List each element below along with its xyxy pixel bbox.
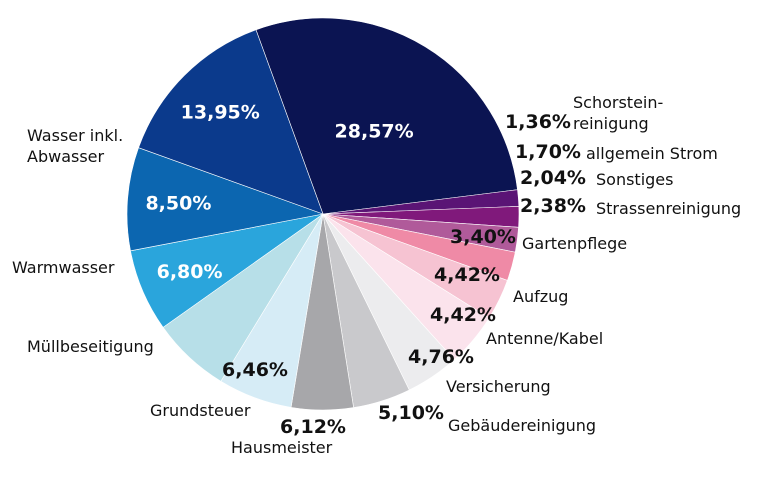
category-label: allgemein Strom xyxy=(586,144,718,163)
percent-label: 2,38% xyxy=(520,195,586,217)
category-label: Sonstiges xyxy=(596,170,673,189)
category-label: Warmwasser xyxy=(12,258,115,277)
percent-label: 3,40% xyxy=(450,226,516,248)
category-label: Aufzug xyxy=(513,287,568,306)
pie-slices xyxy=(126,17,520,411)
category-label: Schorstein-reinigung xyxy=(573,93,663,133)
category-labels: Schorstein-reinigung allgemein Strom Sonst… xyxy=(12,93,741,457)
percent-label: 5,10% xyxy=(378,402,444,424)
percent-label: 4,76% xyxy=(408,346,474,368)
percent-label: 4,42% xyxy=(434,264,500,286)
pie-slice xyxy=(255,17,518,215)
pie-slice xyxy=(126,147,325,252)
category-label: Wasser inkl. Abwasser xyxy=(27,126,123,166)
percent-label: 28,57% xyxy=(335,120,414,142)
percent-label: 4,42% xyxy=(430,304,496,326)
percent-label: 6,12% xyxy=(280,416,346,438)
percent-label: 13,95% xyxy=(181,102,260,124)
category-label: Versicherung xyxy=(446,377,551,396)
pie-slice xyxy=(138,29,324,215)
percent-label: 8,50% xyxy=(145,193,211,215)
percent-label: 1,70% xyxy=(515,141,581,163)
category-label: Gebäudereinigung xyxy=(448,416,596,435)
percent-labels: 28,57% 1,36% 1,70% 2,04% 2,38%3,40% 4,42% 4,42… xyxy=(145,102,586,438)
category-label: Müllbeseitigung xyxy=(27,337,154,356)
percent-label: 6,80% xyxy=(157,261,223,283)
category-label: Hausmeister xyxy=(231,438,333,457)
percent-label: 2,04% xyxy=(520,167,586,189)
percent-label: 6,46% xyxy=(222,359,288,381)
category-label: Strassenreinigung xyxy=(596,199,741,218)
percent-label: 1,36% xyxy=(505,111,571,133)
category-label: Antenne/Kabel xyxy=(486,329,603,348)
category-label: Gartenpflege xyxy=(522,234,627,253)
category-label: Grundsteuer xyxy=(150,401,251,420)
